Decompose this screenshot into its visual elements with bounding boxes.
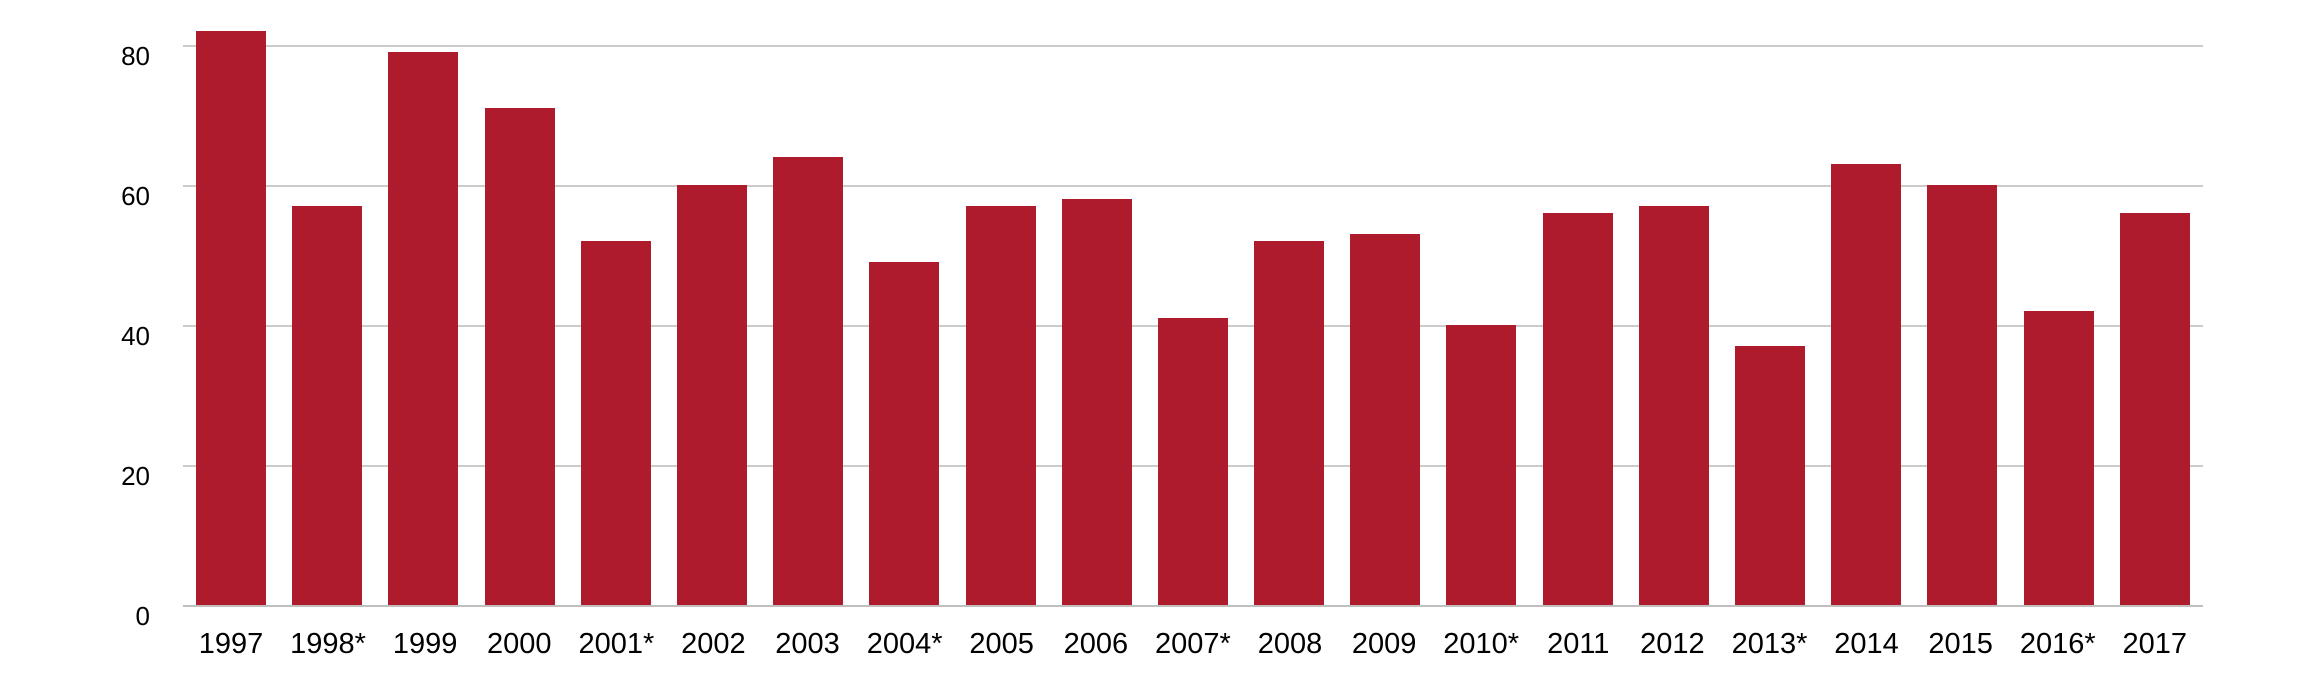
bar-2015 [1927,185,1998,605]
x-axis-tick-label-text: 2004* [866,628,943,660]
bar-2000 [484,108,555,605]
bar-2017 [2119,213,2190,605]
bars [183,0,2203,605]
x-axis-tick-label: 2014 [1832,630,1902,659]
x-axis-tick-label-text: 2002 [681,628,746,660]
bar-2008 [1254,241,1325,605]
bar-2005 [965,206,1036,605]
bar-2016 [2023,311,2094,605]
x-axis-tick-label-text: 2017 [2122,628,2188,660]
x-axis-tick-label-text: 2013* [1731,628,1808,660]
bar-2002 [676,185,747,605]
x-axis-tick-label: 2007* [1155,630,1231,659]
x-axis-tick-label: 2002 [678,630,748,659]
bar-2009 [1350,234,1421,605]
y-axis-tick-label: 0 [135,601,150,631]
x-axis-tick-label: 2000 [484,630,554,659]
x-axis-tick-label-text: 1997 [198,628,264,660]
bar-2007 [1157,318,1228,605]
x-axis-tick-label: 2016* [2020,630,2096,659]
gridline [183,45,2203,47]
x-axis: 1997 1998* 1999 2000 2001* 2002 2003 2004* 2005 2… [183,630,2203,659]
x-axis-tick-label-text: 2001* [578,628,655,660]
x-axis-tick-label: 1998* [290,630,366,659]
x-axis-tick-label: 2001* [578,630,654,659]
plot-area [183,0,2203,607]
x-axis-tick-label: 2013* [1732,630,1808,659]
x-axis-tick-label-text: 2010* [1443,628,1520,660]
x-axis-tick-label: 1997 [196,630,266,659]
bar-1999 [388,52,459,605]
bar-2011 [1542,213,1613,605]
x-axis-tick-label-text: 2003 [775,628,840,660]
x-axis-tick-label: 2005 [967,630,1037,659]
x-axis-tick-label: 2011 [1543,630,1613,659]
x-axis-tick-label-text: 2014 [1834,628,1899,660]
x-axis-tick-label-text: 1998* [290,628,366,660]
x-axis-tick-label-text: 2012 [1640,628,1705,660]
bar-2004 [869,262,940,605]
x-axis-tick-label-text: 2006 [1063,628,1129,660]
x-axis-tick-label: 2003 [773,630,843,659]
bar-2010 [1446,325,1517,605]
x-axis-tick-label: 2017 [2120,630,2190,659]
x-axis-tick-label-text: 2005 [969,628,1034,660]
bar-2012 [1638,206,1709,605]
y-axis-tick-label: 80 [121,41,150,71]
x-axis-tick-label-text: 2016* [2019,628,2096,660]
y-axis: 0 20 40 60 80 [0,0,150,699]
bar-2001 [580,241,651,605]
y-axis-tick-label: 20 [121,461,150,491]
y-axis-tick-label: 40 [121,321,150,351]
bar-2003 [773,157,844,605]
bar-2014 [1831,164,1902,605]
x-axis-tick-label: 2015 [1926,630,1996,659]
x-axis-tick-label-text: 2000 [487,628,552,660]
x-axis-tick-label: 2006 [1061,630,1131,659]
x-axis-tick-label-text: 2015 [1928,628,1993,660]
x-axis-tick-label: 2009 [1349,630,1419,659]
x-axis-tick-label: 2012 [1637,630,1707,659]
bar-2006 [1061,199,1132,605]
x-axis-tick-label: 2004* [867,630,943,659]
x-axis-tick-label-text: 2009 [1351,628,1417,660]
x-axis-tick-label: 2010* [1443,630,1519,659]
bar-1997 [196,31,266,605]
bar-2013 [1735,346,1805,605]
x-axis-tick-label-text: 2007* [1155,628,1231,660]
x-axis-tick-label: 1999 [390,630,460,659]
x-axis-tick-label-text: 2011 [1547,628,1610,660]
bar-1998 [292,206,363,605]
x-axis-tick-label: 2008 [1255,630,1325,659]
y-axis-tick-label: 60 [121,181,150,211]
x-axis-tick-label-text: 2008 [1257,628,1323,660]
gridline [183,185,2203,187]
x-axis-tick-label-text: 1999 [392,628,458,660]
